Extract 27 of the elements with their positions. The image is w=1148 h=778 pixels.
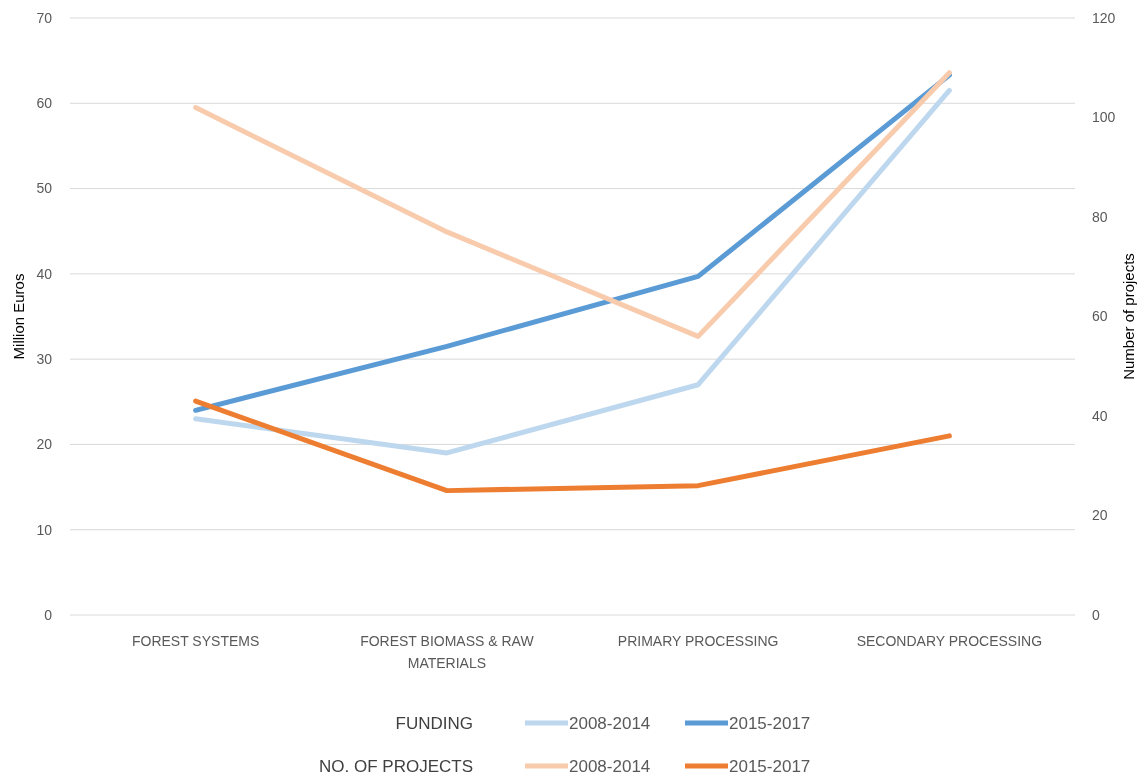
- y-tick-label: 70: [36, 9, 53, 26]
- y-tick-label: 10: [36, 521, 53, 538]
- y2-tick-label: 20: [1092, 507, 1108, 524]
- text: FUNDING: [395, 713, 473, 733]
- y2-tick-label: 80: [1092, 208, 1108, 225]
- x-tick-label: SECONDARY PROCESSING: [856, 633, 1043, 649]
- y2-tick-label: 0: [1092, 606, 1100, 623]
- y-tick-label: 60: [36, 95, 53, 112]
- text: NO. OF PROJECTS: [319, 756, 473, 776]
- legend-label: 2008-2014: [569, 756, 651, 776]
- y2-tick-label: 40: [1092, 407, 1108, 424]
- y-tick-label: 40: [36, 265, 53, 282]
- x-tick-label: FOREST BIOMASS & RAW MATERIALS: [360, 633, 535, 671]
- y2-tick-label: 60: [1092, 308, 1108, 325]
- y-tick-label: 30: [36, 351, 53, 368]
- y-tick-label: 20: [36, 436, 53, 453]
- y2-tick-label: 120: [1092, 9, 1116, 26]
- x-tick-label: FOREST SYSTEMS: [131, 633, 260, 649]
- legend-label: 2008-2014: [569, 713, 651, 733]
- legend-label: 2015-2017: [729, 756, 811, 776]
- x-tick-label: PRIMARY PROCESSING: [617, 633, 779, 649]
- y2-axis-title: Number of projects: [1120, 253, 1137, 380]
- y2-tick-label: 100: [1092, 109, 1116, 126]
- y-tick-label: 0: [44, 606, 53, 623]
- y-tick-label: 50: [36, 180, 53, 197]
- legend-label: 2015-2017: [729, 713, 811, 733]
- y-axis-title: Million Euros: [10, 273, 27, 360]
